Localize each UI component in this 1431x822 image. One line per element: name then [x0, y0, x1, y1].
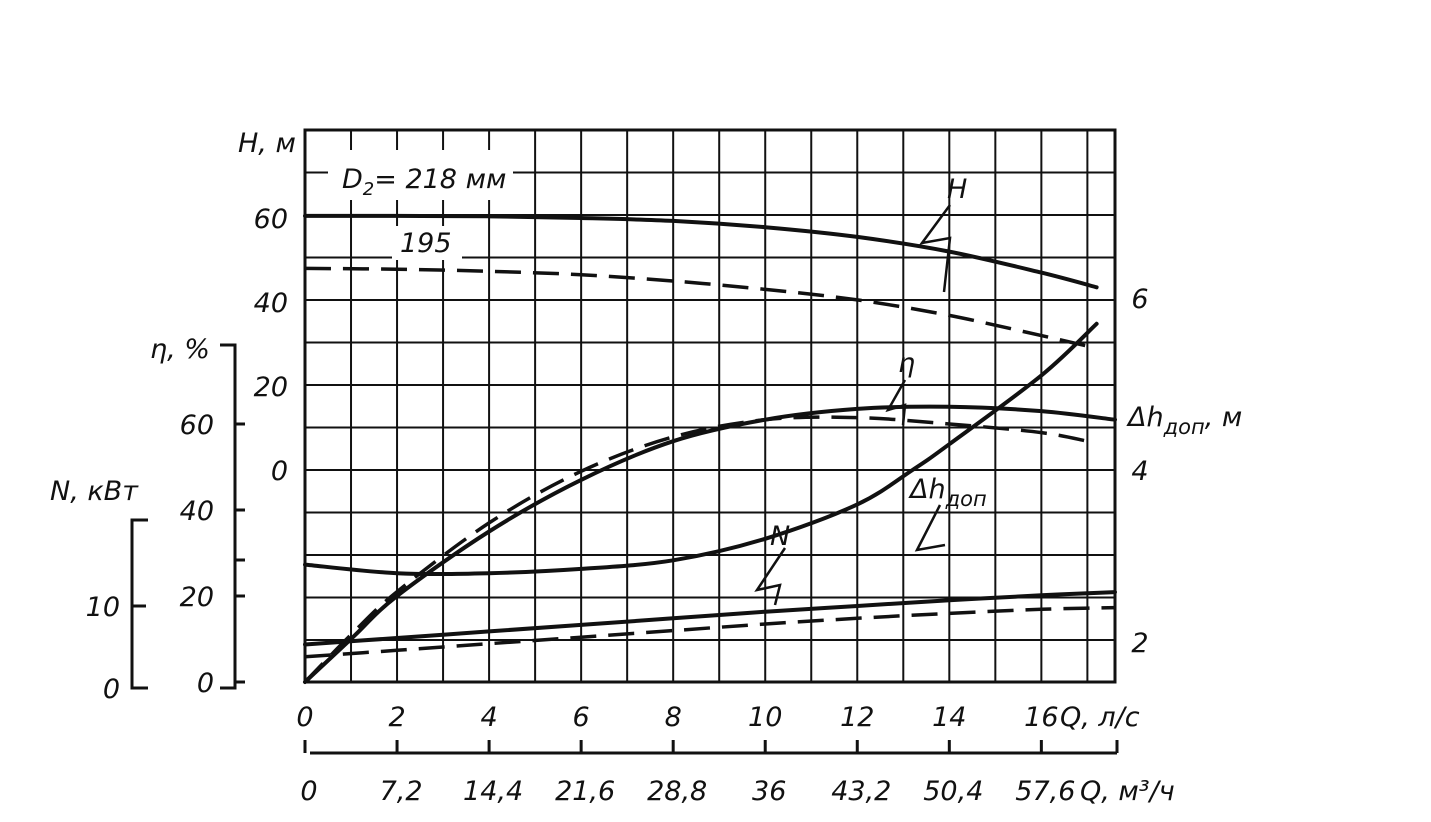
- x-primary-tick-label: 12: [840, 702, 874, 733]
- x-secondary-tick-label: 0: [300, 776, 317, 807]
- x-secondary-tick-label: 28,8: [647, 776, 707, 807]
- npsh-axis-title: Δhдоп, м: [1126, 402, 1242, 439]
- series-head-195: [304, 266, 1088, 348]
- power-tick-label: 0: [103, 674, 120, 705]
- efficiency-tick-label: 0: [197, 668, 214, 699]
- series-power-218: [303, 590, 1117, 647]
- auxiliary-axes: [130, 212, 1119, 755]
- x-secondary-tick-label: 43,2: [831, 776, 891, 807]
- curves-layer: [303, 213, 1117, 684]
- head-tick-label: 0: [271, 456, 288, 487]
- diameter-subscript: 2: [363, 179, 374, 200]
- x-secondary-axis-title: Q, м³/ч: [1080, 776, 1175, 807]
- x-primary-tick-label: 0: [296, 702, 313, 733]
- x-primary-tick-label: 4: [480, 702, 497, 733]
- efficiency-label-leader: [885, 379, 907, 426]
- efficiency-axis-title: η, %: [150, 334, 210, 365]
- npsh-curve-label-main: Δh: [908, 474, 946, 505]
- power-label-leader: [754, 547, 787, 606]
- diameter-label-background: [328, 150, 513, 200]
- head-tick-label: 60: [254, 204, 288, 235]
- reduced-diameter-label: 195: [400, 228, 452, 259]
- head-tick-label: 40: [254, 288, 288, 319]
- x-secondary-tick-label: 50,4: [923, 776, 983, 807]
- npsh-tick-label: 2: [1131, 628, 1148, 659]
- x-secondary-tick-label: 21,6: [555, 776, 615, 807]
- x-secondary-tick-label: 14,4: [463, 776, 523, 807]
- npsh-curve-label: Δhдоп: [908, 474, 987, 511]
- series-efficiency-218: [303, 404, 1117, 684]
- diameter-value: = 218 мм: [374, 164, 506, 195]
- power-curve-label: N: [770, 521, 790, 552]
- series-npsh: [303, 321, 1099, 577]
- head-tick-label: 20: [254, 372, 288, 403]
- x-secondary-tick-label: 57,6: [1015, 776, 1075, 807]
- x-primary-tick-label: 10: [748, 702, 782, 733]
- efficiency-tick-label: 20: [180, 582, 214, 613]
- x-primary-axis-title: Q, л/с: [1060, 702, 1140, 733]
- power-axis-title: N, кВт: [50, 476, 139, 507]
- npsh-label-leader: [914, 504, 946, 552]
- x-primary-tick-label: 2: [388, 702, 405, 733]
- x-primary-tick-label: 8: [665, 702, 682, 733]
- head-label-leader: [919, 204, 952, 293]
- x-primary-tick-label: 16: [1024, 702, 1058, 733]
- npsh-axis-title-unit: , м: [1205, 402, 1243, 433]
- curve-leaders: [754, 204, 952, 606]
- efficiency-curve-label: η: [898, 348, 915, 379]
- efficiency-tick-label: 60: [180, 410, 214, 441]
- series-power-195: [304, 605, 1116, 659]
- power-axis-line: [130, 518, 148, 690]
- series-efficiency-195: [303, 415, 1088, 684]
- npsh-curve-label-sub: доп: [945, 487, 987, 511]
- power-tick-label: 10: [86, 592, 120, 623]
- x-primary-tick-label: 14: [932, 702, 966, 733]
- head-curve-label: H: [947, 174, 967, 205]
- npsh-tick-label: 6: [1131, 284, 1148, 315]
- x-primary-tick-label: 6: [573, 702, 590, 733]
- efficiency-axis-line: [220, 343, 237, 690]
- diameter-label: D2= 218 мм: [342, 164, 506, 200]
- x-secondary-tick-label: 36: [752, 776, 786, 807]
- reduced-diameter-background: [392, 226, 462, 260]
- npsh-axis-title-sub: доп: [1163, 415, 1205, 439]
- diameter-symbol: D: [342, 164, 363, 195]
- x-secondary-tick-label: 7,2: [380, 776, 423, 807]
- npsh-tick-label: 4: [1131, 456, 1148, 487]
- efficiency-tick-label: 40: [180, 496, 214, 527]
- npsh-axis-title-main: Δh: [1126, 402, 1164, 433]
- head-axis-title: H, м: [238, 128, 296, 159]
- tick-labels: 0 2 4 6 8 10 12 14 16 0 7,2 14,4 21,6 28,8 36 43,2 50,4 5…: [86, 204, 1149, 807]
- series-head-218: [303, 213, 1099, 290]
